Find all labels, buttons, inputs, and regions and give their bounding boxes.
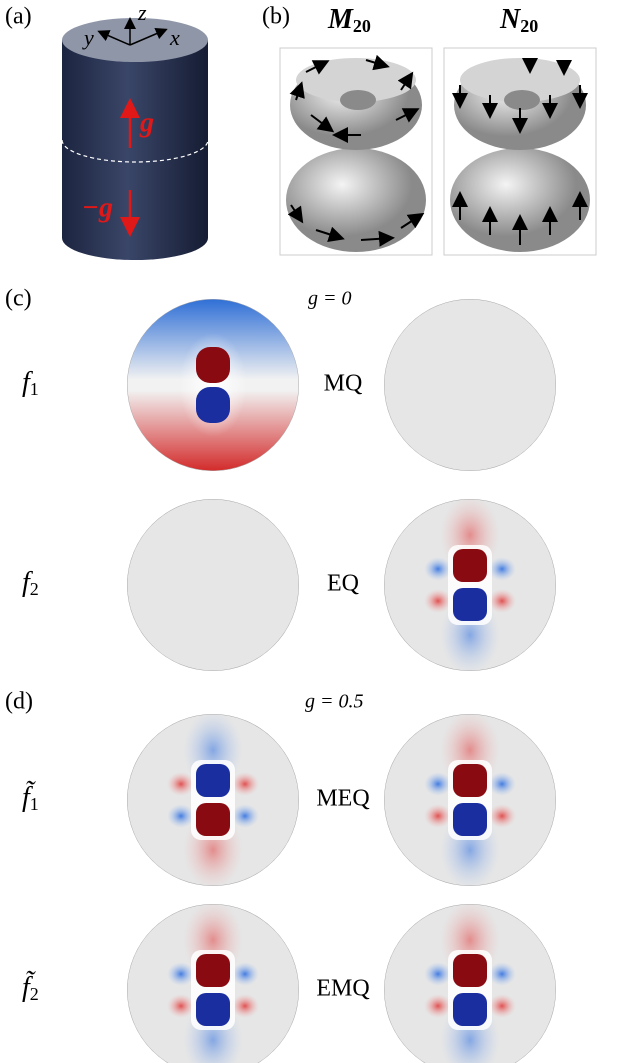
field-arrow bbox=[310, 114, 335, 133]
side-lobe bbox=[424, 804, 452, 828]
lower-lobe bbox=[450, 148, 590, 252]
axis-label: x bbox=[169, 25, 180, 50]
axis-label: z bbox=[137, 0, 147, 25]
core bbox=[453, 549, 487, 582]
panel-label: (c) bbox=[5, 286, 32, 312]
core bbox=[453, 954, 487, 987]
core bbox=[196, 993, 230, 1026]
side-lobe bbox=[488, 962, 516, 986]
lower-lobe bbox=[286, 148, 426, 252]
panel-label: (b) bbox=[262, 4, 290, 30]
field-arrow bbox=[395, 108, 420, 123]
side-lobe bbox=[231, 994, 259, 1018]
map-bg bbox=[384, 299, 556, 471]
field-map bbox=[384, 714, 556, 886]
halo bbox=[179, 333, 247, 437]
side-lobe bbox=[167, 994, 195, 1018]
row-label: f̃2 bbox=[22, 972, 39, 1005]
field-map bbox=[127, 904, 299, 1063]
core bbox=[196, 954, 230, 987]
mode-type: MQ bbox=[324, 371, 363, 397]
field-maps bbox=[127, 299, 556, 1063]
mode-label: N20 bbox=[499, 4, 538, 36]
opening bbox=[460, 58, 580, 102]
axis-label: y bbox=[82, 25, 94, 50]
side-lobe bbox=[488, 804, 516, 828]
map-bg bbox=[127, 499, 299, 671]
field-arrow bbox=[365, 54, 390, 71]
side-lobe bbox=[424, 557, 452, 581]
side-lobe bbox=[488, 557, 516, 581]
field-arrow bbox=[305, 60, 330, 75]
field-map bbox=[127, 299, 299, 471]
parameter: g = 0.5 bbox=[305, 691, 364, 713]
panel-label: (d) bbox=[5, 689, 33, 715]
field-arrow bbox=[287, 204, 304, 224]
row-label: f2 bbox=[22, 567, 39, 599]
side-lobe bbox=[424, 589, 452, 613]
field-map bbox=[127, 714, 299, 886]
field-map bbox=[127, 499, 299, 671]
cylinder bbox=[61, 17, 209, 260]
side-lobe bbox=[424, 772, 452, 796]
core bbox=[196, 803, 230, 836]
panel-label: (a) bbox=[5, 4, 32, 30]
core bbox=[196, 764, 230, 797]
side-lobe bbox=[167, 804, 195, 828]
core bbox=[453, 993, 487, 1026]
field-arrow bbox=[360, 230, 395, 247]
side-lobe bbox=[488, 994, 516, 1018]
row-label: f̃1 bbox=[22, 782, 39, 815]
side-lobe bbox=[424, 994, 452, 1018]
side-lobe bbox=[231, 804, 259, 828]
side-lobe bbox=[167, 772, 195, 796]
field-map bbox=[384, 904, 556, 1063]
mode-label: M20 bbox=[327, 4, 371, 36]
opening-hole bbox=[504, 90, 540, 110]
side-lobe bbox=[488, 772, 516, 796]
mode-type: EQ bbox=[327, 571, 359, 597]
parameter: g = 0 bbox=[308, 288, 352, 310]
core bbox=[196, 347, 230, 383]
side-lobe bbox=[231, 962, 259, 986]
core bbox=[453, 803, 487, 836]
side-lobe bbox=[167, 962, 195, 986]
field-arrow bbox=[400, 212, 425, 229]
arrow-label: −g bbox=[82, 192, 113, 223]
field-arrow bbox=[315, 226, 345, 242]
mode-sketches bbox=[279, 47, 597, 256]
arrow-label: g bbox=[139, 107, 154, 138]
core bbox=[196, 387, 230, 423]
opening-hole bbox=[340, 90, 376, 110]
field-map bbox=[384, 299, 556, 471]
mode-type: MEQ bbox=[316, 786, 369, 812]
field-arrow bbox=[289, 81, 305, 101]
field-map bbox=[384, 499, 556, 671]
field-arrow bbox=[397, 71, 414, 91]
side-lobe bbox=[424, 962, 452, 986]
side-lobe bbox=[488, 589, 516, 613]
side-lobe bbox=[231, 772, 259, 796]
core bbox=[453, 764, 487, 797]
mode-type: EMQ bbox=[316, 976, 369, 1002]
core bbox=[453, 588, 487, 621]
row-label: f1 bbox=[22, 367, 39, 399]
